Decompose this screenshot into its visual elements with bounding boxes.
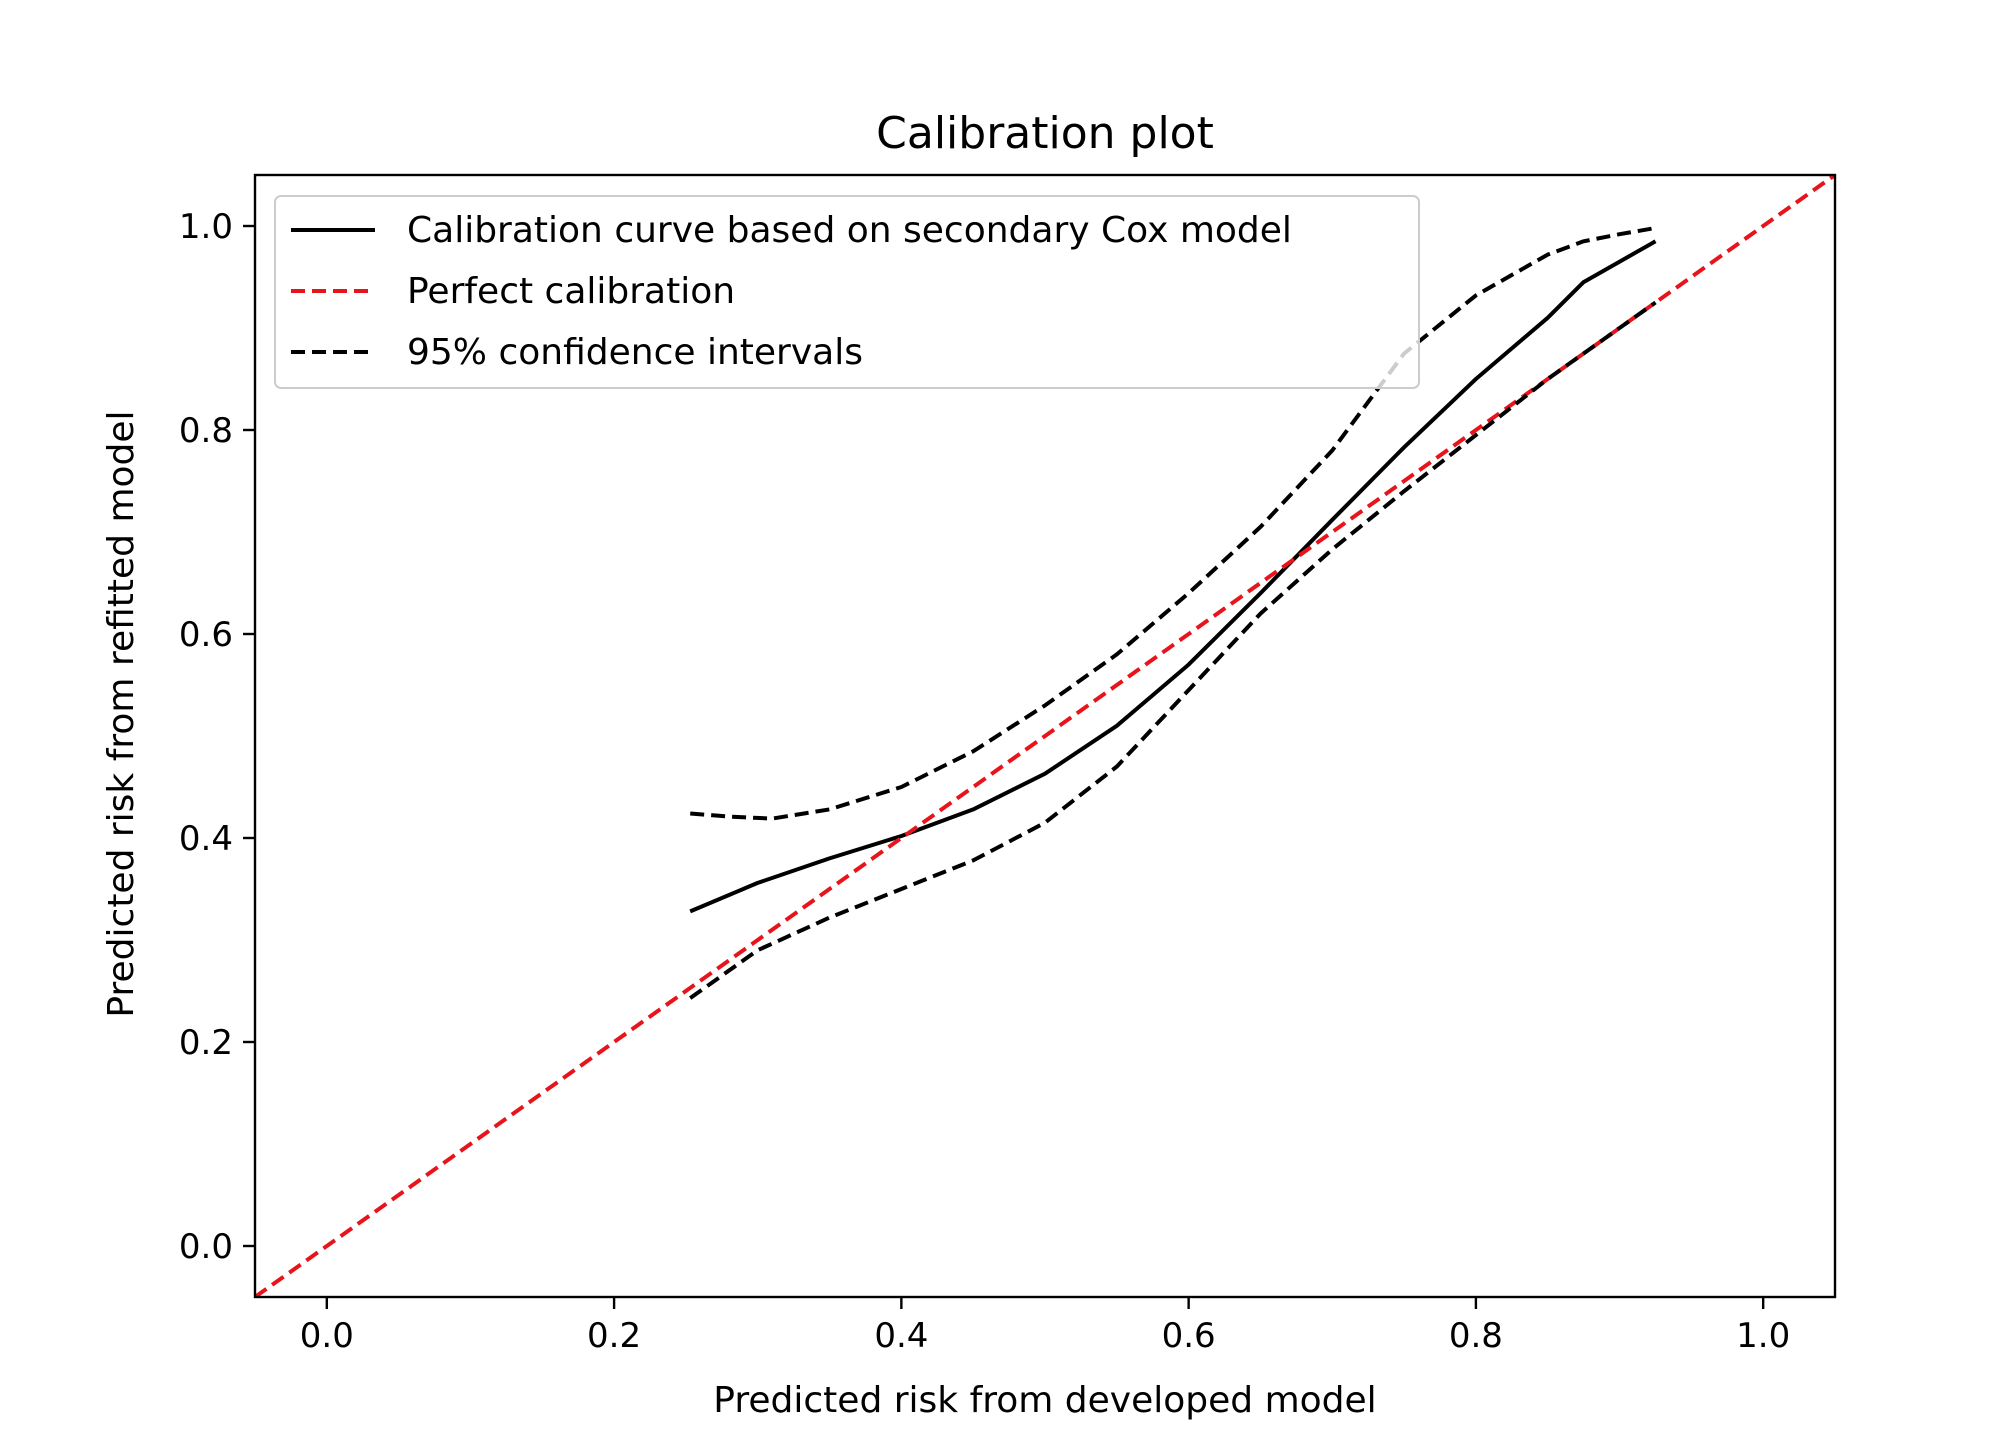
legend-box — [274, 195, 1420, 389]
legend-label: Calibration curve based on secondary Cox… — [407, 210, 1292, 251]
series-line-1 — [255, 175, 1835, 1297]
x-tick-label: 0.2 — [587, 1316, 641, 1356]
x-tick-label: 1.0 — [1736, 1316, 1790, 1356]
y-tick-label: 0.8 — [179, 411, 233, 451]
plot-area — [255, 175, 1835, 1297]
chart-title: Calibration plot — [876, 108, 1214, 159]
y-tick-label: 0.2 — [179, 1023, 233, 1063]
y-tick-label: 0.0 — [179, 1227, 233, 1267]
series-line-3 — [689, 300, 1657, 1000]
legend: Calibration curve based on secondary Cox… — [274, 195, 1420, 389]
y-tick-label: 0.6 — [179, 615, 233, 655]
y-tick-label: 1.0 — [179, 207, 233, 247]
series-line-2 — [690, 226, 1656, 821]
x-tick-label: 0.8 — [1449, 1316, 1503, 1356]
y-axis-label: Predicted risk from refitted model — [101, 410, 142, 1017]
x-axis-label: Predicted risk from developed model — [713, 1380, 1376, 1421]
y-tick-label: 0.4 — [179, 819, 233, 859]
axes: 0.0 0.2 0.4 0.6 0.8 1.0 0.0 0.2 0.4 0.6 0.8 1.0 — [179, 207, 1790, 1356]
x-tick-label: 0.0 — [300, 1316, 354, 1356]
series-line-0 — [689, 239, 1657, 914]
legend-label: 95% confidence intervals — [407, 332, 863, 373]
x-tick-label: 0.4 — [874, 1316, 928, 1356]
x-tick-label: 0.6 — [1162, 1316, 1216, 1356]
legend-label: Perfect calibration — [407, 271, 735, 312]
plot-frame — [253, 173, 1837, 1299]
